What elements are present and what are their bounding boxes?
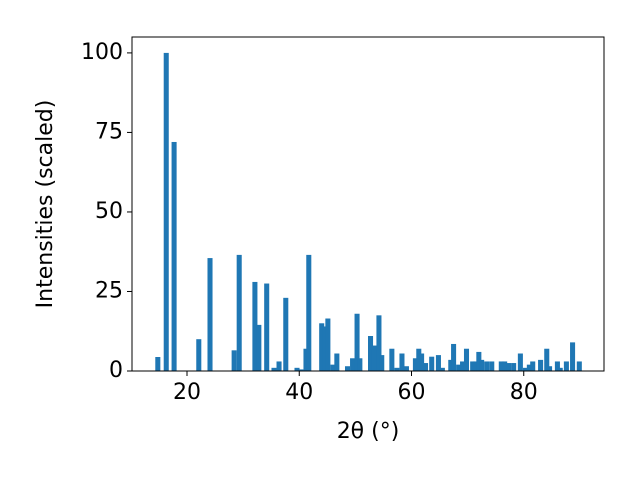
bar bbox=[547, 366, 553, 371]
bar bbox=[271, 367, 277, 371]
y-axis-label: Intensities (scaled) bbox=[33, 100, 58, 309]
bar bbox=[379, 355, 385, 371]
bar bbox=[155, 357, 161, 371]
bar bbox=[319, 323, 325, 371]
bar bbox=[306, 254, 312, 371]
bar bbox=[517, 353, 523, 371]
bar bbox=[276, 361, 282, 371]
bar bbox=[576, 361, 582, 371]
bar bbox=[470, 361, 476, 371]
x-tick-label: 80 bbox=[510, 380, 538, 405]
bar bbox=[429, 356, 435, 371]
bar bbox=[283, 297, 289, 371]
bar bbox=[544, 348, 550, 371]
bar bbox=[330, 364, 336, 371]
bar bbox=[298, 369, 304, 371]
bar bbox=[439, 367, 445, 371]
bar bbox=[472, 361, 479, 371]
y-tick-label: 100 bbox=[81, 40, 123, 65]
bar bbox=[423, 363, 429, 371]
plot-frame bbox=[131, 36, 605, 372]
bar bbox=[303, 348, 309, 371]
bar bbox=[236, 254, 242, 371]
bar bbox=[522, 367, 528, 371]
bar bbox=[419, 353, 425, 371]
bar bbox=[394, 367, 400, 371]
y-tick-label: 0 bbox=[109, 358, 123, 383]
bar bbox=[325, 318, 331, 371]
bar bbox=[416, 348, 422, 371]
bar bbox=[196, 339, 202, 371]
x-tick-label: 60 bbox=[397, 380, 425, 405]
bar bbox=[456, 364, 462, 371]
bar bbox=[484, 361, 490, 371]
bar bbox=[344, 366, 351, 371]
bar bbox=[451, 343, 457, 371]
bar bbox=[264, 283, 270, 371]
bar bbox=[354, 313, 360, 371]
bar bbox=[435, 355, 441, 371]
bar bbox=[171, 141, 177, 371]
bar bbox=[460, 361, 466, 371]
bar bbox=[399, 353, 405, 371]
bar bbox=[554, 361, 560, 371]
bar bbox=[463, 348, 470, 371]
bar bbox=[389, 348, 395, 371]
bar bbox=[294, 367, 300, 371]
bar bbox=[412, 358, 418, 371]
bar bbox=[530, 361, 536, 371]
bar bbox=[256, 324, 262, 371]
bar bbox=[207, 258, 213, 371]
bar bbox=[163, 52, 169, 372]
bar bbox=[376, 315, 382, 371]
bar bbox=[511, 363, 517, 371]
bar bbox=[506, 363, 512, 371]
bar bbox=[538, 359, 544, 371]
bar bbox=[502, 361, 508, 371]
bar bbox=[570, 342, 576, 371]
bar bbox=[252, 281, 258, 371]
y-tick-label: 50 bbox=[95, 199, 123, 224]
x-tick-label: 40 bbox=[285, 380, 313, 405]
bar bbox=[231, 350, 237, 371]
bar bbox=[526, 364, 532, 371]
y-tick-label: 75 bbox=[95, 119, 123, 144]
bar bbox=[498, 361, 504, 371]
bar bbox=[563, 361, 569, 371]
bar bbox=[357, 358, 363, 371]
bar bbox=[489, 361, 495, 371]
bar bbox=[476, 351, 482, 371]
bar bbox=[403, 366, 409, 371]
bar bbox=[350, 358, 356, 371]
bar bbox=[557, 367, 563, 371]
bar bbox=[448, 359, 454, 371]
x-axis-label: 2θ (°) bbox=[337, 419, 400, 444]
bar bbox=[368, 336, 374, 371]
y-tick-label: 25 bbox=[95, 278, 123, 303]
bar bbox=[322, 326, 328, 371]
bar bbox=[334, 353, 340, 371]
x-tick-label: 20 bbox=[173, 380, 201, 405]
bar bbox=[371, 345, 377, 371]
bar bbox=[479, 359, 485, 371]
